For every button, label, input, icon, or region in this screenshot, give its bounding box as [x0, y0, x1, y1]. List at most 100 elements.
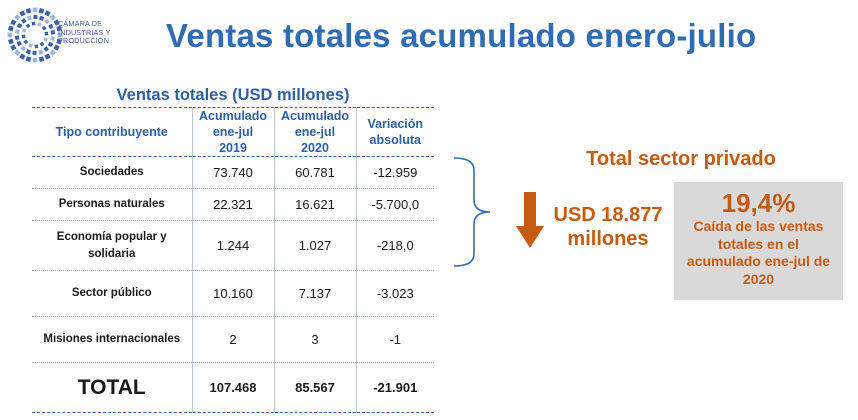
logo-square — [48, 23, 54, 30]
logo-square — [25, 49, 32, 55]
logo-square — [56, 25, 62, 32]
logo-square — [43, 37, 48, 42]
cell-variation: -3.023 — [355, 270, 434, 317]
header-2020: Acumulado ene-jul 2020 — [273, 107, 356, 157]
table-header-row: Tipo contribuyente Acumulado ene-jul 201… — [32, 107, 434, 157]
logo-square — [16, 22, 23, 29]
header-2020-line-2: ene-jul — [294, 125, 336, 139]
decline-description: Caída de las ventas totales en el acumul… — [686, 218, 831, 287]
down-arrow-icon — [516, 192, 544, 248]
logo-square — [25, 56, 32, 62]
header-2019-line-3: 2019 — [219, 141, 247, 155]
logo-square — [32, 7, 38, 13]
header-2020-line-3: 2020 — [301, 141, 329, 155]
table-total-row: TOTAL 107.468 85.567 -21.901 — [32, 362, 434, 413]
logo-square — [34, 44, 39, 49]
table-row: Sector público 10.160 7.137 -3.023 — [32, 270, 434, 317]
logo-square — [8, 38, 14, 45]
row-label: Economía popular y solidaria — [32, 220, 192, 271]
logo-square — [44, 53, 51, 60]
logo-square — [56, 38, 62, 45]
header-taxpayer-type: Tipo contribuyente — [32, 107, 192, 157]
total-variation: -21.901 — [355, 362, 434, 413]
logo-square — [22, 28, 27, 33]
header-variation-line-2: absoluta — [369, 133, 421, 147]
logo-square — [8, 25, 14, 32]
logo-square — [28, 43, 33, 48]
cell-2019: 1.244 — [191, 220, 274, 271]
logo-square — [31, 21, 36, 26]
cell-variation: -218,0 — [355, 220, 434, 271]
logo-square — [19, 10, 26, 17]
logo-square — [15, 29, 20, 34]
chamber-logo-icon — [7, 7, 63, 63]
cell-2020: 1.027 — [273, 220, 356, 271]
row-label: Sociedades — [32, 156, 192, 189]
logo-square — [25, 8, 32, 14]
header-2019: Acumulado ene-jul 2019 — [191, 107, 274, 157]
logo-square — [32, 57, 38, 63]
cell-2020: 16.621 — [273, 188, 356, 221]
table-caption: Ventas totales (USD millones) — [116, 86, 350, 104]
logo-square — [20, 45, 26, 52]
private-sector-amount: USD 18.877 millones — [548, 203, 668, 251]
logo-square — [7, 32, 13, 38]
total-2020: 85.567 — [273, 362, 356, 413]
cell-2019: 2 — [191, 316, 274, 363]
logo-square — [26, 15, 32, 21]
cell-2020: 3 — [273, 316, 356, 363]
cell-2019: 73.740 — [191, 156, 274, 189]
table-row: Personas naturales 22.321 16.621 -5.700,… — [32, 188, 434, 221]
cell-variation: -12.959 — [355, 156, 434, 189]
logo-square — [57, 32, 63, 38]
logo-square — [43, 46, 50, 52]
logo-line-1: CÁMARA DE — [58, 19, 103, 28]
header-variation: Variación absoluta — [355, 107, 434, 157]
decline-callout: 19,4% Caída de las ventas totales en el … — [674, 182, 843, 300]
header-variation-line-1: Variación — [367, 117, 424, 131]
row-label: Sector público — [32, 270, 192, 317]
logo-square — [38, 15, 45, 21]
table-row: Sociedades 73.740 60.781 -12.959 — [32, 156, 434, 189]
total-2019: 107.468 — [191, 362, 274, 413]
cell-2020: 60.781 — [273, 156, 356, 189]
decline-percent: 19,4% — [721, 188, 796, 218]
logo-square — [38, 49, 44, 55]
logo-square — [10, 19, 17, 26]
header-2019-line-1: Acumulado — [198, 109, 268, 123]
logo-square — [33, 14, 38, 20]
logo-square — [44, 31, 49, 36]
logo-square — [38, 8, 45, 14]
logo-square — [23, 39, 29, 45]
table-row: Misiones internacionales 2 3 -1 — [32, 316, 434, 363]
logo-square — [32, 50, 37, 56]
amount-line-2: millones — [567, 228, 649, 250]
logo-square — [53, 19, 60, 26]
private-sector-title: Total sector privado — [586, 148, 776, 170]
cell-2019: 10.160 — [191, 270, 274, 317]
logo-square — [44, 10, 51, 17]
logo-square — [25, 23, 31, 29]
logo-square — [21, 34, 26, 39]
logo-square — [14, 35, 20, 40]
total-label: TOTAL — [32, 362, 192, 413]
logo-square — [20, 18, 27, 24]
logo-square — [53, 44, 60, 51]
logo-square — [38, 56, 45, 62]
cell-2019: 22.321 — [191, 188, 274, 221]
logo-square — [10, 44, 17, 51]
row-label: Personas naturales — [32, 188, 192, 221]
logo-square — [14, 14, 21, 21]
logo-square — [50, 30, 56, 35]
cell-variation: -5.700,0 — [355, 188, 434, 221]
header-2020-line-1: Acumulado — [280, 109, 350, 123]
logo-text: CÁMARA DE INDUSTRIAS Y PRODUCCIÓN — [58, 19, 150, 46]
logo-square — [37, 22, 42, 27]
sales-table: Tipo contribuyente Acumulado ene-jul 201… — [32, 107, 434, 413]
table-row: Economía popular y solidaria 1.244 1.027… — [32, 220, 434, 271]
logo-square — [49, 49, 56, 56]
logo-square — [39, 41, 45, 47]
logo-square — [47, 41, 54, 48]
logo-square — [14, 49, 21, 56]
cell-variation: -1 — [355, 316, 434, 363]
